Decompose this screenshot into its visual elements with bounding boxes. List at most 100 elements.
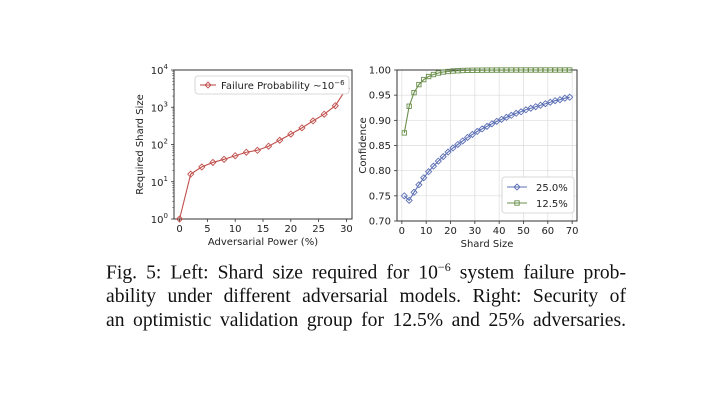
right-data-point-2 — [537, 67, 544, 73]
right-data-point-1 — [429, 162, 438, 170]
right-data-point-1 — [439, 152, 447, 161]
left-data-point — [231, 152, 239, 160]
right-data-point-2 — [469, 67, 476, 73]
right-data-point-2 — [513, 67, 519, 73]
right-data-point-2 — [421, 76, 427, 83]
right-data-point-2 — [411, 89, 417, 96]
right-data-point-2 — [567, 67, 573, 73]
left-ylabel: Required Shard Size — [135, 94, 146, 195]
left-legend-label: Failure Probability ~10−6 — [221, 79, 345, 92]
right-data-point-1 — [420, 174, 428, 182]
left-data-point — [320, 110, 328, 118]
right-data-point-2 — [547, 67, 553, 73]
right-data-point-1 — [459, 137, 467, 145]
left-data-point — [220, 155, 228, 163]
left-ytick-label: 104 — [151, 63, 169, 77]
left-data-point — [175, 215, 184, 223]
right-data-point-2 — [455, 68, 461, 74]
left-data-point — [242, 148, 250, 156]
right-data-point-1 — [502, 113, 511, 121]
right-data-point-1 — [497, 115, 506, 123]
right-data-point-2 — [484, 67, 490, 73]
left-ytick-label: 103 — [151, 100, 168, 114]
right-ytick-label: 1.00 — [369, 66, 391, 77]
right-ytick-label: 0.70 — [369, 217, 391, 228]
right-data-point-2 — [528, 67, 534, 73]
left-xtick-label: 5 — [204, 224, 210, 235]
right-legend-box — [501, 176, 575, 214]
left-xtick-label: 25 — [312, 224, 325, 235]
left-data-point — [309, 117, 317, 125]
caption-text-1a: Left: Shard size required for 10 — [170, 262, 438, 284]
right-data-point-2 — [552, 67, 558, 73]
right-ytick-label: 0.85 — [369, 141, 391, 152]
right-legend: 25.0% 12.5% — [501, 176, 575, 214]
right-data-point-1 — [493, 117, 501, 125]
caption-text-1b: system failure prob- — [459, 262, 626, 284]
right-data-point-2 — [557, 67, 563, 73]
right-data-point-1 — [566, 93, 574, 101]
right-ytick-label: 0.90 — [369, 116, 391, 127]
left-ytick-label: 100 — [151, 212, 168, 226]
right-series-line-2 — [403, 69, 570, 134]
left-xtick-label: 15 — [257, 224, 270, 235]
right-data-point-2 — [406, 103, 412, 109]
right-data-point-2 — [440, 69, 446, 75]
right-data-point-1 — [507, 111, 515, 119]
right-data-point-2 — [542, 67, 549, 73]
left-data-point — [198, 163, 206, 171]
right-legend-marker-2 — [514, 200, 520, 206]
right-data-point-2 — [450, 68, 456, 74]
right-data-point-2 — [425, 73, 432, 80]
right-data-point-1 — [517, 108, 525, 116]
right-data-point-1 — [468, 130, 477, 139]
left-data-point — [298, 124, 306, 132]
right-ytick-label: 0.75 — [369, 191, 391, 202]
right-data-point-1 — [488, 120, 496, 128]
caption-line-1: Fig. 5: Left: Shard size required for 10… — [106, 256, 626, 285]
caption-line-2: ability under different adversarial mode… — [106, 286, 626, 308]
right-data-point-2 — [503, 67, 510, 73]
right-data-point-2 — [518, 67, 524, 73]
caption-fig-label: Fig. 5: — [106, 262, 162, 284]
right-data-point-2 — [416, 81, 422, 88]
right-data-point-1 — [410, 188, 418, 196]
right-data-point-2 — [498, 67, 505, 73]
right-data-point-1 — [473, 127, 481, 136]
right-data-point-2 — [532, 67, 539, 73]
right-xtick-label: 50 — [517, 226, 530, 237]
right-data-point-1 — [434, 157, 442, 165]
right-data-point-2 — [464, 67, 471, 74]
right-xlabel: Shard Size — [461, 239, 514, 250]
right-xtick-label: 10 — [420, 226, 433, 237]
right-xtick-label: 70 — [566, 226, 579, 237]
left-data-point — [276, 136, 284, 144]
left-xtick-label: 0 — [176, 224, 182, 235]
right-data-point-2 — [508, 67, 514, 73]
right-data-point-1 — [478, 125, 486, 133]
right-xtick-label: 0 — [399, 226, 405, 237]
right-data-point-2 — [523, 67, 529, 73]
right-data-point-1 — [400, 192, 408, 200]
right-data-point-1 — [405, 196, 413, 204]
right-data-point-1 — [454, 140, 462, 149]
right-data-point-2 — [401, 130, 407, 136]
left-xlabel: Adversarial Power (%) — [208, 237, 318, 248]
left-ytick-label: 102 — [151, 138, 168, 152]
left-data-point — [331, 102, 339, 110]
left-xtick-label: 30 — [340, 224, 353, 235]
left-data-point — [287, 130, 295, 138]
left-series-line — [179, 88, 347, 220]
right-legend-label-2: 12.5% — [536, 199, 568, 210]
left-legend: Failure Probability ~10−6 — [194, 75, 350, 95]
right-data-point-2 — [474, 67, 480, 73]
left-xtick-label: 10 — [229, 224, 242, 235]
right-data-point-2 — [489, 67, 495, 73]
left-data-point — [253, 146, 262, 154]
caption-line-3: an optimistic validation group for 12.5%… — [106, 309, 626, 331]
right-data-point-2 — [460, 67, 466, 74]
right-ytick-label: 0.80 — [369, 166, 391, 177]
right-data-point-2 — [494, 67, 500, 73]
right-data-point-1 — [415, 181, 423, 189]
